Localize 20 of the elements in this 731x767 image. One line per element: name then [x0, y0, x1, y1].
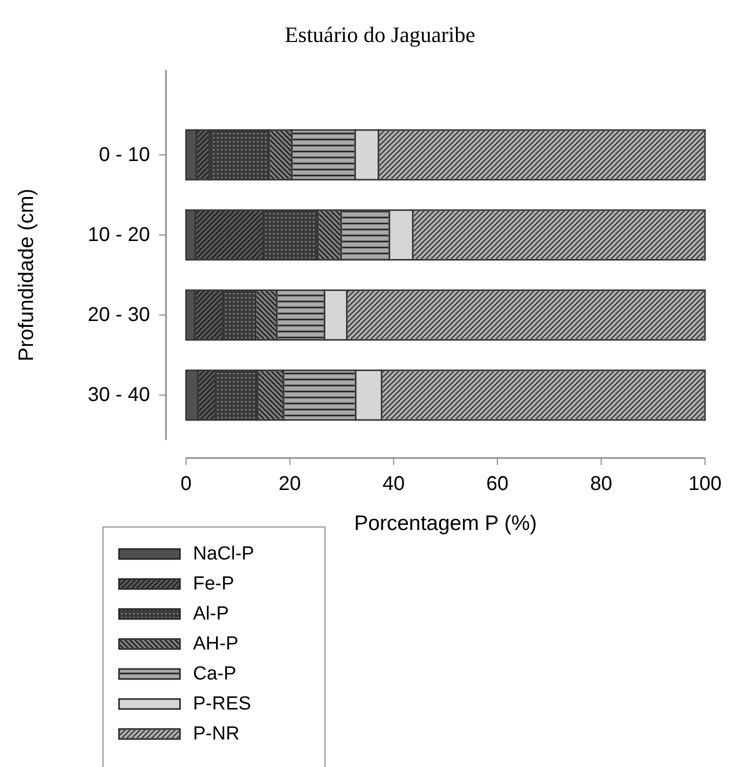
- legend-label: Al-P: [193, 604, 229, 624]
- legend-label: AH-P: [193, 634, 238, 654]
- legend-label: P-RES: [193, 694, 252, 714]
- y-tick-label: 0 - 10: [98, 144, 150, 166]
- y-tick-label: 20 - 30: [88, 304, 150, 326]
- x-tick-label: 80: [590, 473, 612, 495]
- y-axis-title: Profundidade (cm): [15, 188, 38, 362]
- x-tick-label: 100: [688, 473, 722, 495]
- legend-label: NaCl-P: [193, 544, 254, 564]
- x-tick-label: 60: [486, 473, 509, 495]
- chart-title: Estuário do Jaguaribe: [284, 22, 476, 47]
- y-tick-label: 10 - 20: [88, 224, 150, 246]
- x-tick-label: 0: [180, 473, 192, 495]
- y-tick-label: 30 - 40: [88, 384, 150, 406]
- legend-label: Fe-P: [193, 574, 234, 594]
- legend-label: P-NR: [193, 724, 240, 744]
- x-tick-label: 40: [382, 473, 405, 495]
- legend-label: Ca-P: [193, 664, 236, 684]
- x-axis-title: Porcentagem P (%): [354, 512, 537, 535]
- x-tick-label: 20: [278, 473, 301, 495]
